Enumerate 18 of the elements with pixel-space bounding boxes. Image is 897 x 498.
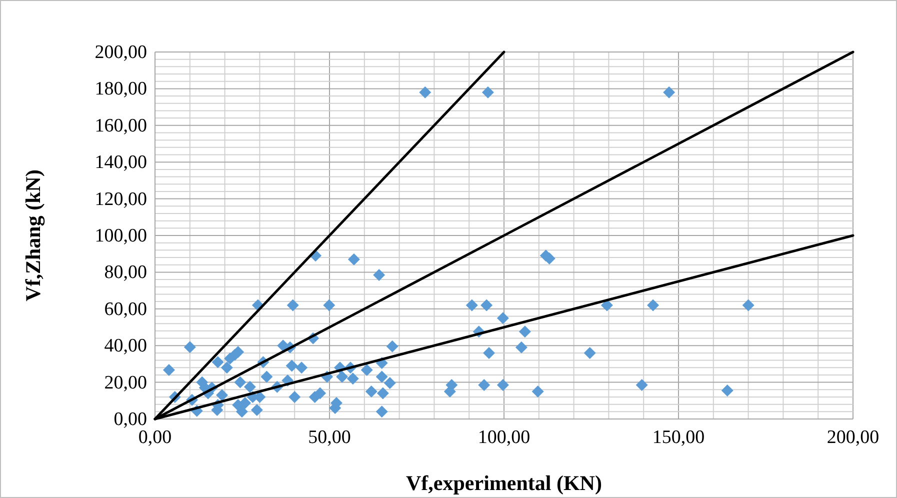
x-tick-label: 150,00 — [652, 427, 705, 448]
y-tick-label: 60,00 — [104, 298, 147, 320]
y-tick-label: 0,00 — [114, 409, 147, 430]
x-tick-label: 100,00 — [478, 427, 530, 448]
x-axis-title: Vf,experimental (KN) — [406, 471, 602, 495]
y-tick-label: 180,00 — [94, 78, 147, 100]
y-axis-title: Vf,Zhang (kN) — [21, 170, 45, 302]
y-tick-label: 200,00 — [94, 42, 147, 63]
y-tick-label: 140,00 — [94, 152, 147, 174]
y-tick-label: 20,00 — [104, 372, 147, 394]
x-tick-label: 0,00 — [138, 427, 172, 448]
y-tick-label: 40,00 — [104, 336, 147, 357]
y-tick-label: 100,00 — [94, 226, 147, 246]
x-tick-label: 50,00 — [308, 427, 351, 448]
x-tick-label: 200,00 — [826, 427, 880, 448]
y-tick-label: 120,00 — [94, 188, 147, 210]
y-tick-label: 160,00 — [94, 115, 147, 136]
y-tick-label: 80,00 — [104, 262, 147, 284]
